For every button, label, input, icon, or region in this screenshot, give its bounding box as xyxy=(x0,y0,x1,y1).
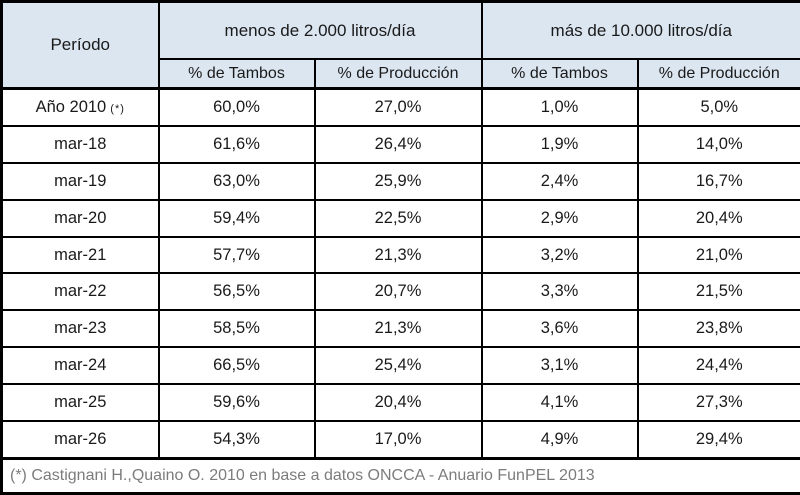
period-cell: mar-21 xyxy=(0,235,160,275)
value-cell: 59,4% xyxy=(157,198,316,238)
value-cell: 63,0% xyxy=(157,161,316,201)
value-cell: 57,7% xyxy=(157,235,316,275)
period-cell: mar-19 xyxy=(0,161,160,201)
value-cell: 60,0% xyxy=(157,87,316,127)
table-row: mar-21 57,7% 21,3% 3,2% 21,0% xyxy=(0,235,800,275)
value-cell: 4,9% xyxy=(480,420,639,460)
value-cell: 58,5% xyxy=(157,309,316,349)
period-label: mar-22 xyxy=(54,282,107,301)
header-group-row: Período menos de 2.000 litros/día más de… xyxy=(0,0,800,90)
value-cell: 21,0% xyxy=(636,235,800,275)
value-cell: 26,4% xyxy=(313,124,483,164)
footnote-row: (*) Castignani H.,Quaino O. 2010 en base… xyxy=(0,457,800,495)
period-label: mar-20 xyxy=(54,208,107,227)
value-cell: 14,0% xyxy=(636,124,800,164)
value-cell: 25,9% xyxy=(313,161,483,201)
period-label: mar-21 xyxy=(54,245,107,264)
value-cell: 3,6% xyxy=(480,309,639,349)
table-row: mar-26 54,3% 17,0% 4,9% 29,4% xyxy=(0,420,800,460)
table-row: Año 2010 (*) 60,0% 27,0% 1,0% 5,0% xyxy=(0,87,800,127)
value-cell: 2,4% xyxy=(480,161,639,201)
value-cell: 29,4% xyxy=(636,420,800,460)
table-row: mar-18 61,6% 26,4% 1,9% 14,0% xyxy=(0,124,800,164)
header-menos-tambos: % de Tambos xyxy=(157,58,316,90)
period-label: mar-24 xyxy=(54,356,107,375)
table-header: Período menos de 2.000 litros/día más de… xyxy=(0,0,800,90)
table-row: mar-20 59,4% 22,5% 2,9% 20,4% xyxy=(0,198,800,238)
period-cell: mar-26 xyxy=(0,420,160,460)
header-period: Período xyxy=(0,0,160,90)
table-row: mar-19 63,0% 25,9% 2,4% 16,7% xyxy=(0,161,800,201)
value-cell: 66,5% xyxy=(157,346,316,386)
period-cell: mar-18 xyxy=(0,124,160,164)
table-body: Año 2010 (*) 60,0% 27,0% 1,0% 5,0% mar-18 61,6… xyxy=(0,87,800,460)
table-row: mar-22 56,5% 20,7% 3,3% 21,5% xyxy=(0,272,800,312)
period-cell: mar-24 xyxy=(0,346,160,386)
table-row: mar-24 66,5% 25,4% 3,1% 24,4% xyxy=(0,346,800,386)
value-cell: 59,6% xyxy=(157,383,316,423)
value-cell: 2,9% xyxy=(480,198,639,238)
value-cell: 20,4% xyxy=(313,383,483,423)
header-mas-produccion: % de Producción xyxy=(636,58,800,90)
header-group-menos-2000: menos de 2.000 litros/día xyxy=(157,0,483,60)
period-cell: mar-20 xyxy=(0,198,160,238)
header-group-mas-10000: más de 10.000 litros/día xyxy=(480,0,800,60)
value-cell: 24,4% xyxy=(636,346,800,386)
period-footnote-marker: (*) xyxy=(106,102,125,115)
period-cell: mar-23 xyxy=(0,309,160,349)
footnote: (*) Castignani H.,Quaino O. 2010 en base… xyxy=(0,457,800,495)
value-cell: 56,5% xyxy=(157,272,316,312)
value-cell: 1,0% xyxy=(480,87,639,127)
value-cell: 1,9% xyxy=(480,124,639,164)
period-label: mar-26 xyxy=(54,430,107,449)
value-cell: 21,5% xyxy=(636,272,800,312)
period-label: Año 2010 xyxy=(35,97,107,116)
value-cell: 21,3% xyxy=(313,309,483,349)
value-cell: 17,0% xyxy=(313,420,483,460)
value-cell: 4,1% xyxy=(480,383,639,423)
header-menos-produccion: % de Producción xyxy=(313,58,483,90)
value-cell: 16,7% xyxy=(636,161,800,201)
table-footer: (*) Castignani H.,Quaino O. 2010 en base… xyxy=(0,457,800,495)
period-cell: Año 2010 (*) xyxy=(0,87,160,127)
value-cell: 27,3% xyxy=(636,383,800,423)
value-cell: 5,0% xyxy=(636,87,800,127)
value-cell: 23,8% xyxy=(636,309,800,349)
value-cell: 20,4% xyxy=(636,198,800,238)
period-label: mar-23 xyxy=(54,319,107,338)
period-label: mar-25 xyxy=(54,393,107,412)
value-cell: 25,4% xyxy=(313,346,483,386)
header-mas-tambos: % de Tambos xyxy=(480,58,639,90)
period-cell: mar-25 xyxy=(0,383,160,423)
value-cell: 27,0% xyxy=(313,87,483,127)
table-row: mar-25 59,6% 20,4% 4,1% 27,3% xyxy=(0,383,800,423)
value-cell: 22,5% xyxy=(313,198,483,238)
value-cell: 3,1% xyxy=(480,346,639,386)
period-label: mar-19 xyxy=(54,171,107,190)
value-cell: 54,3% xyxy=(157,420,316,460)
period-label: mar-18 xyxy=(54,134,107,153)
value-cell: 61,6% xyxy=(157,124,316,164)
table-row: mar-23 58,5% 21,3% 3,6% 23,8% xyxy=(0,309,800,349)
period-cell: mar-22 xyxy=(0,272,160,312)
value-cell: 20,7% xyxy=(313,272,483,312)
value-cell: 3,2% xyxy=(480,235,639,275)
value-cell: 3,3% xyxy=(480,272,639,312)
value-cell: 21,3% xyxy=(313,235,483,275)
header-sub-row: % de Tambos % de Producción % de Tambos … xyxy=(2,58,800,90)
